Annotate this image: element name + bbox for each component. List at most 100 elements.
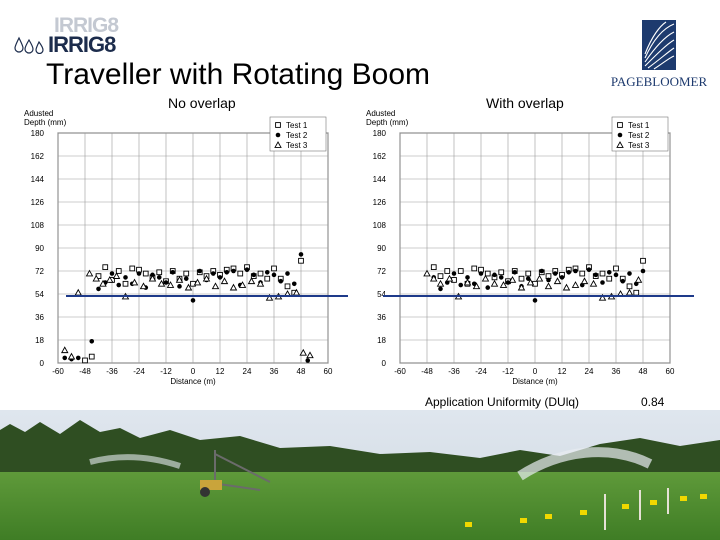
data-point-dot — [617, 132, 623, 138]
data-point-triangle — [589, 279, 598, 287]
data-point-square — [640, 257, 646, 264]
data-point-dot — [566, 269, 572, 275]
y-tick-label: 72 — [35, 267, 44, 276]
x-tick-label: -48 — [79, 367, 91, 376]
data-point-triangle — [85, 269, 94, 277]
data-point-triangle — [463, 278, 472, 286]
y-tick-label: 0 — [40, 359, 45, 368]
data-point-square — [484, 270, 491, 277]
data-point-triangle — [571, 281, 580, 288]
data-point-triangle — [598, 293, 607, 301]
data-point-dot — [275, 132, 281, 138]
data-point-square — [457, 268, 464, 274]
data-point-dot — [75, 355, 81, 361]
legend-entry: Test 2 — [628, 131, 650, 140]
data-point-triangle — [535, 274, 544, 282]
y-tick-label: 36 — [377, 313, 386, 322]
x-axis-label: Distance (m) — [170, 377, 216, 386]
data-point-dot — [593, 272, 599, 278]
data-point-triangle — [274, 141, 282, 148]
data-point-triangle — [99, 279, 107, 287]
data-point-dot — [244, 267, 250, 273]
x-tick-label: -24 — [475, 367, 487, 376]
x-tick-label: -12 — [502, 367, 514, 376]
data-point-dot — [586, 267, 592, 273]
data-point-dot — [552, 271, 558, 276]
y-tick-label: 162 — [31, 152, 45, 161]
data-point-dot — [451, 271, 457, 276]
data-point-triangle — [220, 277, 229, 285]
data-point-square — [498, 269, 505, 276]
data-point-triangle — [580, 277, 589, 285]
data-point-square — [430, 264, 437, 271]
data-point-triangle — [60, 346, 69, 354]
chart-with-overlap: -60 -48 -36 -24 -12 0 12 24 36 48 60 0 18 36 54 72 90 108… — [366, 109, 675, 386]
data-point-triangle — [175, 276, 184, 283]
data-point-square — [525, 270, 532, 277]
data-point-dot — [190, 298, 196, 303]
y-tick-label: 54 — [377, 290, 386, 299]
y-tick-label: 144 — [373, 175, 387, 184]
data-point-dot — [600, 280, 605, 285]
data-point-dot — [492, 272, 497, 278]
data-point-dot — [109, 271, 115, 276]
pagebloomer-emblem-icon — [642, 20, 676, 70]
data-point-square — [633, 289, 640, 296]
data-point-triangle — [105, 276, 114, 283]
irrig8-logo-text: IRRIG8 — [48, 32, 116, 57]
data-point-square — [599, 270, 606, 277]
pagebloomer-logo: PAGEBLOOMER — [604, 18, 714, 94]
data-point-dot — [116, 282, 122, 288]
data-point-square — [142, 270, 149, 277]
data-point-dot — [539, 268, 545, 274]
y-axis-label: Adusted Depth (mm) — [366, 109, 409, 127]
data-point-dot — [197, 268, 203, 274]
data-point-triangle — [553, 277, 562, 285]
data-point-dot — [170, 269, 176, 275]
data-point-dot — [559, 275, 565, 280]
data-point-triangle — [490, 279, 499, 287]
data-point-triangle — [139, 282, 148, 290]
data-point-square — [613, 265, 619, 272]
data-point-dot — [210, 271, 216, 276]
data-point-dot — [224, 269, 230, 275]
x-tick-label: 60 — [324, 367, 333, 376]
data-point-square — [626, 283, 633, 290]
y-tick-label: 108 — [31, 221, 45, 230]
field-photo — [0, 410, 720, 540]
data-point-dot — [251, 272, 257, 278]
data-point-dot — [438, 286, 443, 292]
data-point-square — [606, 275, 613, 282]
x-tick-label: -12 — [160, 367, 172, 376]
data-point-dot — [183, 276, 189, 281]
data-point-dot — [505, 280, 511, 285]
x-tick-label: 48 — [639, 367, 648, 376]
data-point-square — [275, 122, 281, 128]
data-point-triangle — [616, 141, 624, 148]
legend-entry: Test 3 — [286, 141, 308, 150]
data-point-dot — [217, 275, 223, 280]
x-tick-label: -60 — [394, 367, 406, 376]
y-axis-label-line: Adusted — [24, 109, 53, 118]
data-point-triangle — [92, 274, 101, 282]
data-point-triangle — [562, 283, 571, 291]
series-1 — [62, 252, 311, 363]
x-axis-label: Distance (m) — [512, 377, 558, 386]
uniformity-label: Application Uniformity (DUlq) — [425, 395, 580, 409]
data-point-triangle — [247, 277, 256, 285]
y-tick-label: 72 — [377, 267, 386, 276]
data-point-dot — [485, 285, 491, 290]
y-tick-label: 126 — [373, 198, 387, 207]
legend-entry: Test 1 — [628, 121, 650, 130]
data-point-triangle — [423, 269, 431, 277]
data-point-dot — [89, 338, 95, 344]
data-point-triangle — [193, 278, 202, 286]
x-tick-label: -36 — [448, 367, 460, 376]
data-point-dot — [298, 252, 304, 257]
data-point-triangle — [517, 283, 526, 291]
data-point-triangle — [166, 281, 175, 288]
pagebloomer-wordmark: PAGEBLOOMER — [610, 74, 708, 89]
data-point-square — [437, 273, 444, 279]
